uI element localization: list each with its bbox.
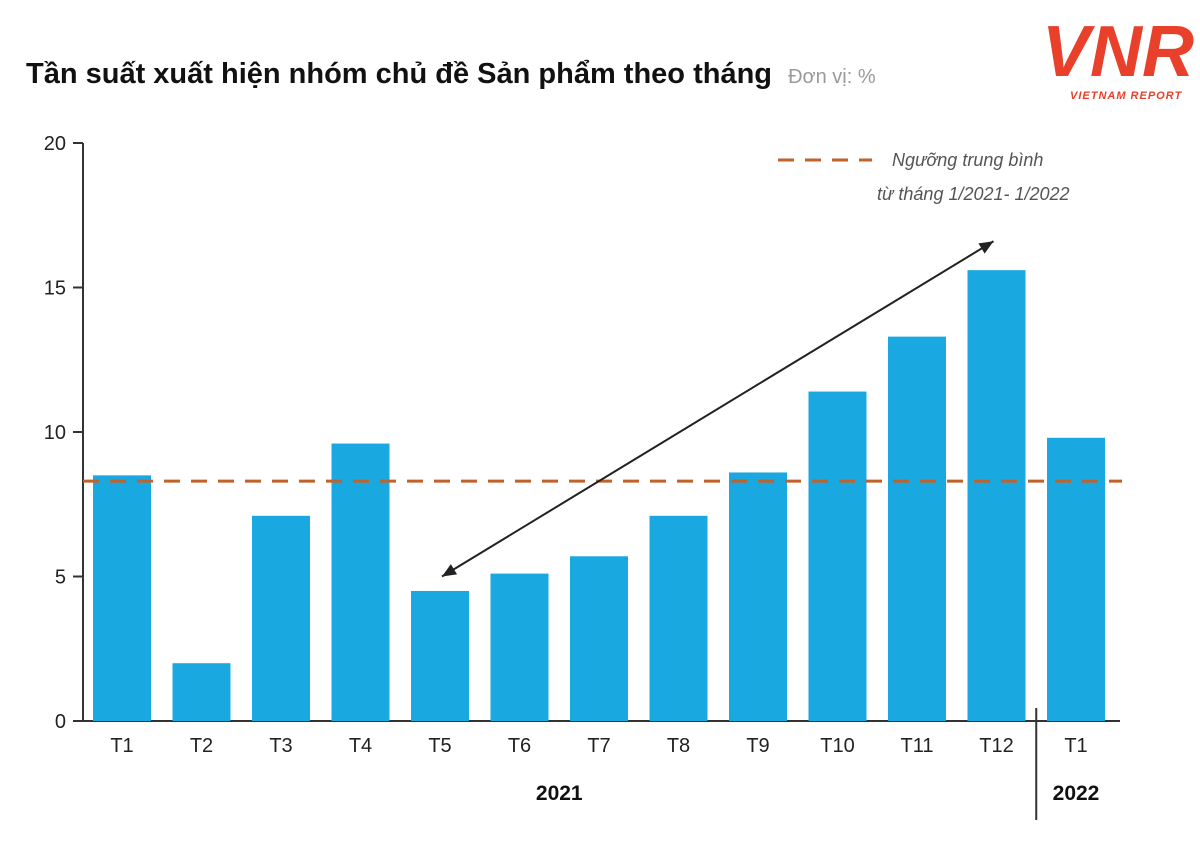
x-tick-label: T9 <box>746 735 769 757</box>
x-tick-label: T5 <box>428 735 451 757</box>
logo-text: VNR <box>1042 12 1194 92</box>
chart-title-text: Tần suất xuất hiện nhóm chủ đề Sản phẩm … <box>26 58 772 90</box>
bar-t9-8 <box>729 472 787 721</box>
bars-layer <box>93 270 1105 721</box>
bar-t6-5 <box>490 573 549 721</box>
trend-arrow-head-start <box>442 564 458 577</box>
legend-text-line2: từ tháng 1/2021- 1/2022 <box>877 184 1070 204</box>
year-label-2022: 2022 <box>1053 782 1100 805</box>
trend-arrow-line <box>441 240 995 578</box>
legend-text-line1: Ngưỡng trung bình <box>892 150 1043 170</box>
x-tick-label: T7 <box>587 735 610 757</box>
overlay-layer <box>83 158 1122 578</box>
x-tick-label: T4 <box>349 735 372 757</box>
bar-t5-4 <box>411 590 469 721</box>
bar-t10-9 <box>808 391 867 721</box>
x-tick-label: T11 <box>901 735 934 757</box>
bar-t1-12 <box>1047 437 1105 721</box>
trend-arrow-head-end <box>978 241 994 254</box>
bar-t2-1 <box>172 663 231 721</box>
bar-t4-3 <box>331 443 390 721</box>
x-tick-label: T8 <box>667 735 690 757</box>
x-tick-label: T12 <box>979 735 1013 757</box>
y-tick-label: 20 <box>44 133 66 155</box>
x-tick-label: T1 <box>1064 735 1087 757</box>
chart-title: Tần suất xuất hiện nhóm chủ đề Sản phẩm … <box>26 58 876 91</box>
x-tick-label: T2 <box>190 735 213 757</box>
unit-label: Đơn vị: % <box>788 66 876 88</box>
bar-t7-6 <box>570 556 628 721</box>
logo-subtext: VIETNAM REPORT <box>1070 90 1182 102</box>
y-tick-label: 15 <box>44 278 66 300</box>
vietnam-report-logo: VNR VIETNAM REPORT <box>1042 12 1194 102</box>
x-tick-label: T6 <box>508 735 531 757</box>
y-tick-label: 10 <box>44 422 66 444</box>
labels-layer: 0 5 10 15 20 T1 T2 T3 T4 T5 T6 T7 T8 T9 T10 T11 T12 T1 202… <box>44 133 1100 805</box>
x-tick-label: T1 <box>110 735 133 757</box>
x-tick-label: T10 <box>820 735 854 757</box>
y-tick-label: 5 <box>55 567 66 589</box>
bar-t8-7 <box>649 515 708 721</box>
year-label-2021: 2021 <box>536 782 583 805</box>
bar-t11-10 <box>888 336 946 721</box>
y-tick-label: 0 <box>55 711 66 733</box>
x-tick-label: T3 <box>269 735 292 757</box>
bar-t12-11 <box>967 270 1026 721</box>
bar-t3-2 <box>252 515 310 721</box>
bar-t1-0 <box>93 475 151 721</box>
